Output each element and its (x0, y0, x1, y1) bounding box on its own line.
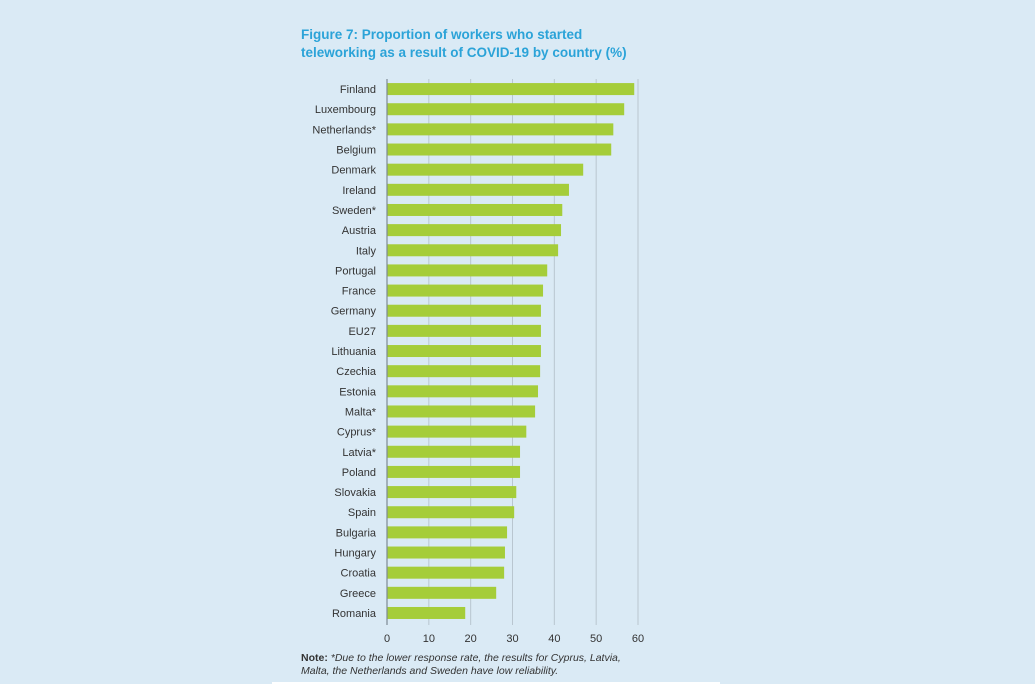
note-text-1: *Due to the lower response rate, the res… (327, 652, 621, 664)
note-label: Note: (301, 652, 328, 664)
category-label: Czechia (336, 366, 377, 378)
bar-poland (387, 465, 521, 478)
x-tick-label: 40 (548, 633, 560, 645)
bar-france (387, 284, 544, 297)
category-label: Luxembourg (315, 104, 376, 116)
bar-sweden (387, 203, 563, 216)
bar-netherlands (387, 123, 614, 136)
category-label: Spain (348, 507, 376, 519)
x-tick-label: 20 (465, 633, 477, 645)
chart-note: Note: *Due to the lower response rate, t… (301, 652, 701, 678)
bar-italy (387, 244, 559, 257)
chart-title-line-1: Figure 7: Proportion of workers who star… (301, 27, 583, 42)
category-label: Slovakia (334, 487, 376, 499)
category-label: Finland (340, 84, 376, 96)
bar-greece (387, 586, 497, 599)
category-label: Portugal (335, 265, 376, 277)
chart-title-line-2: teleworking as a result of COVID-19 by c… (301, 45, 627, 60)
x-tick-label: 10 (423, 633, 435, 645)
category-label: France (342, 286, 376, 298)
x-tick-label: 0 (384, 633, 390, 645)
category-label: Netherlands* (312, 124, 376, 136)
bar-latvia (387, 445, 521, 458)
category-label: Sweden* (332, 205, 377, 217)
bar-lithuania (387, 345, 541, 358)
bar-estonia (387, 385, 539, 398)
category-label: Latvia* (342, 447, 376, 459)
x-tick-label: 30 (506, 633, 518, 645)
bar-belgium (387, 143, 612, 156)
category-label: Bulgaria (336, 527, 377, 539)
bar-croatia (387, 566, 505, 579)
category-label: Greece (340, 588, 376, 600)
category-label: Malta* (345, 406, 377, 418)
category-label: EU27 (348, 326, 376, 338)
chart-title: Figure 7: Proportion of workers who star… (301, 26, 701, 62)
x-tick-label: 60 (632, 633, 644, 645)
category-label: Lithuania (331, 346, 377, 358)
note-text-2: Malta, the Netherlands and Sweden have l… (301, 665, 559, 677)
category-label: Poland (342, 467, 376, 479)
bar-bulgaria (387, 526, 508, 539)
category-label: Hungary (334, 548, 376, 560)
category-label: Romania (332, 608, 377, 620)
bar-cyprus (387, 425, 527, 438)
bar-luxembourg (387, 103, 625, 116)
category-label: Germany (331, 306, 377, 318)
bar-eu27 (387, 324, 541, 337)
category-label: Ireland (342, 185, 376, 197)
category-label: Croatia (341, 568, 377, 580)
bar-germany (387, 304, 541, 317)
bar-czechia (387, 365, 541, 378)
bar-romania (387, 606, 466, 619)
bar-denmark (387, 163, 584, 176)
category-label: Cyprus* (337, 427, 377, 439)
bar-slovakia (387, 486, 517, 499)
bar-portugal (387, 264, 548, 277)
bar-ireland (387, 183, 569, 196)
x-tick-label: 50 (590, 633, 602, 645)
page-edge (272, 682, 720, 684)
bar-hungary (387, 546, 505, 559)
category-label: Austria (342, 225, 377, 237)
category-label: Belgium (336, 145, 376, 157)
category-label: Estonia (339, 386, 377, 398)
bar-malta (387, 405, 536, 418)
category-label: Italy (356, 245, 377, 257)
bar-finland (387, 83, 635, 96)
category-label: Denmark (331, 165, 376, 177)
bar-austria (387, 224, 562, 237)
bar-spain (387, 506, 515, 519)
